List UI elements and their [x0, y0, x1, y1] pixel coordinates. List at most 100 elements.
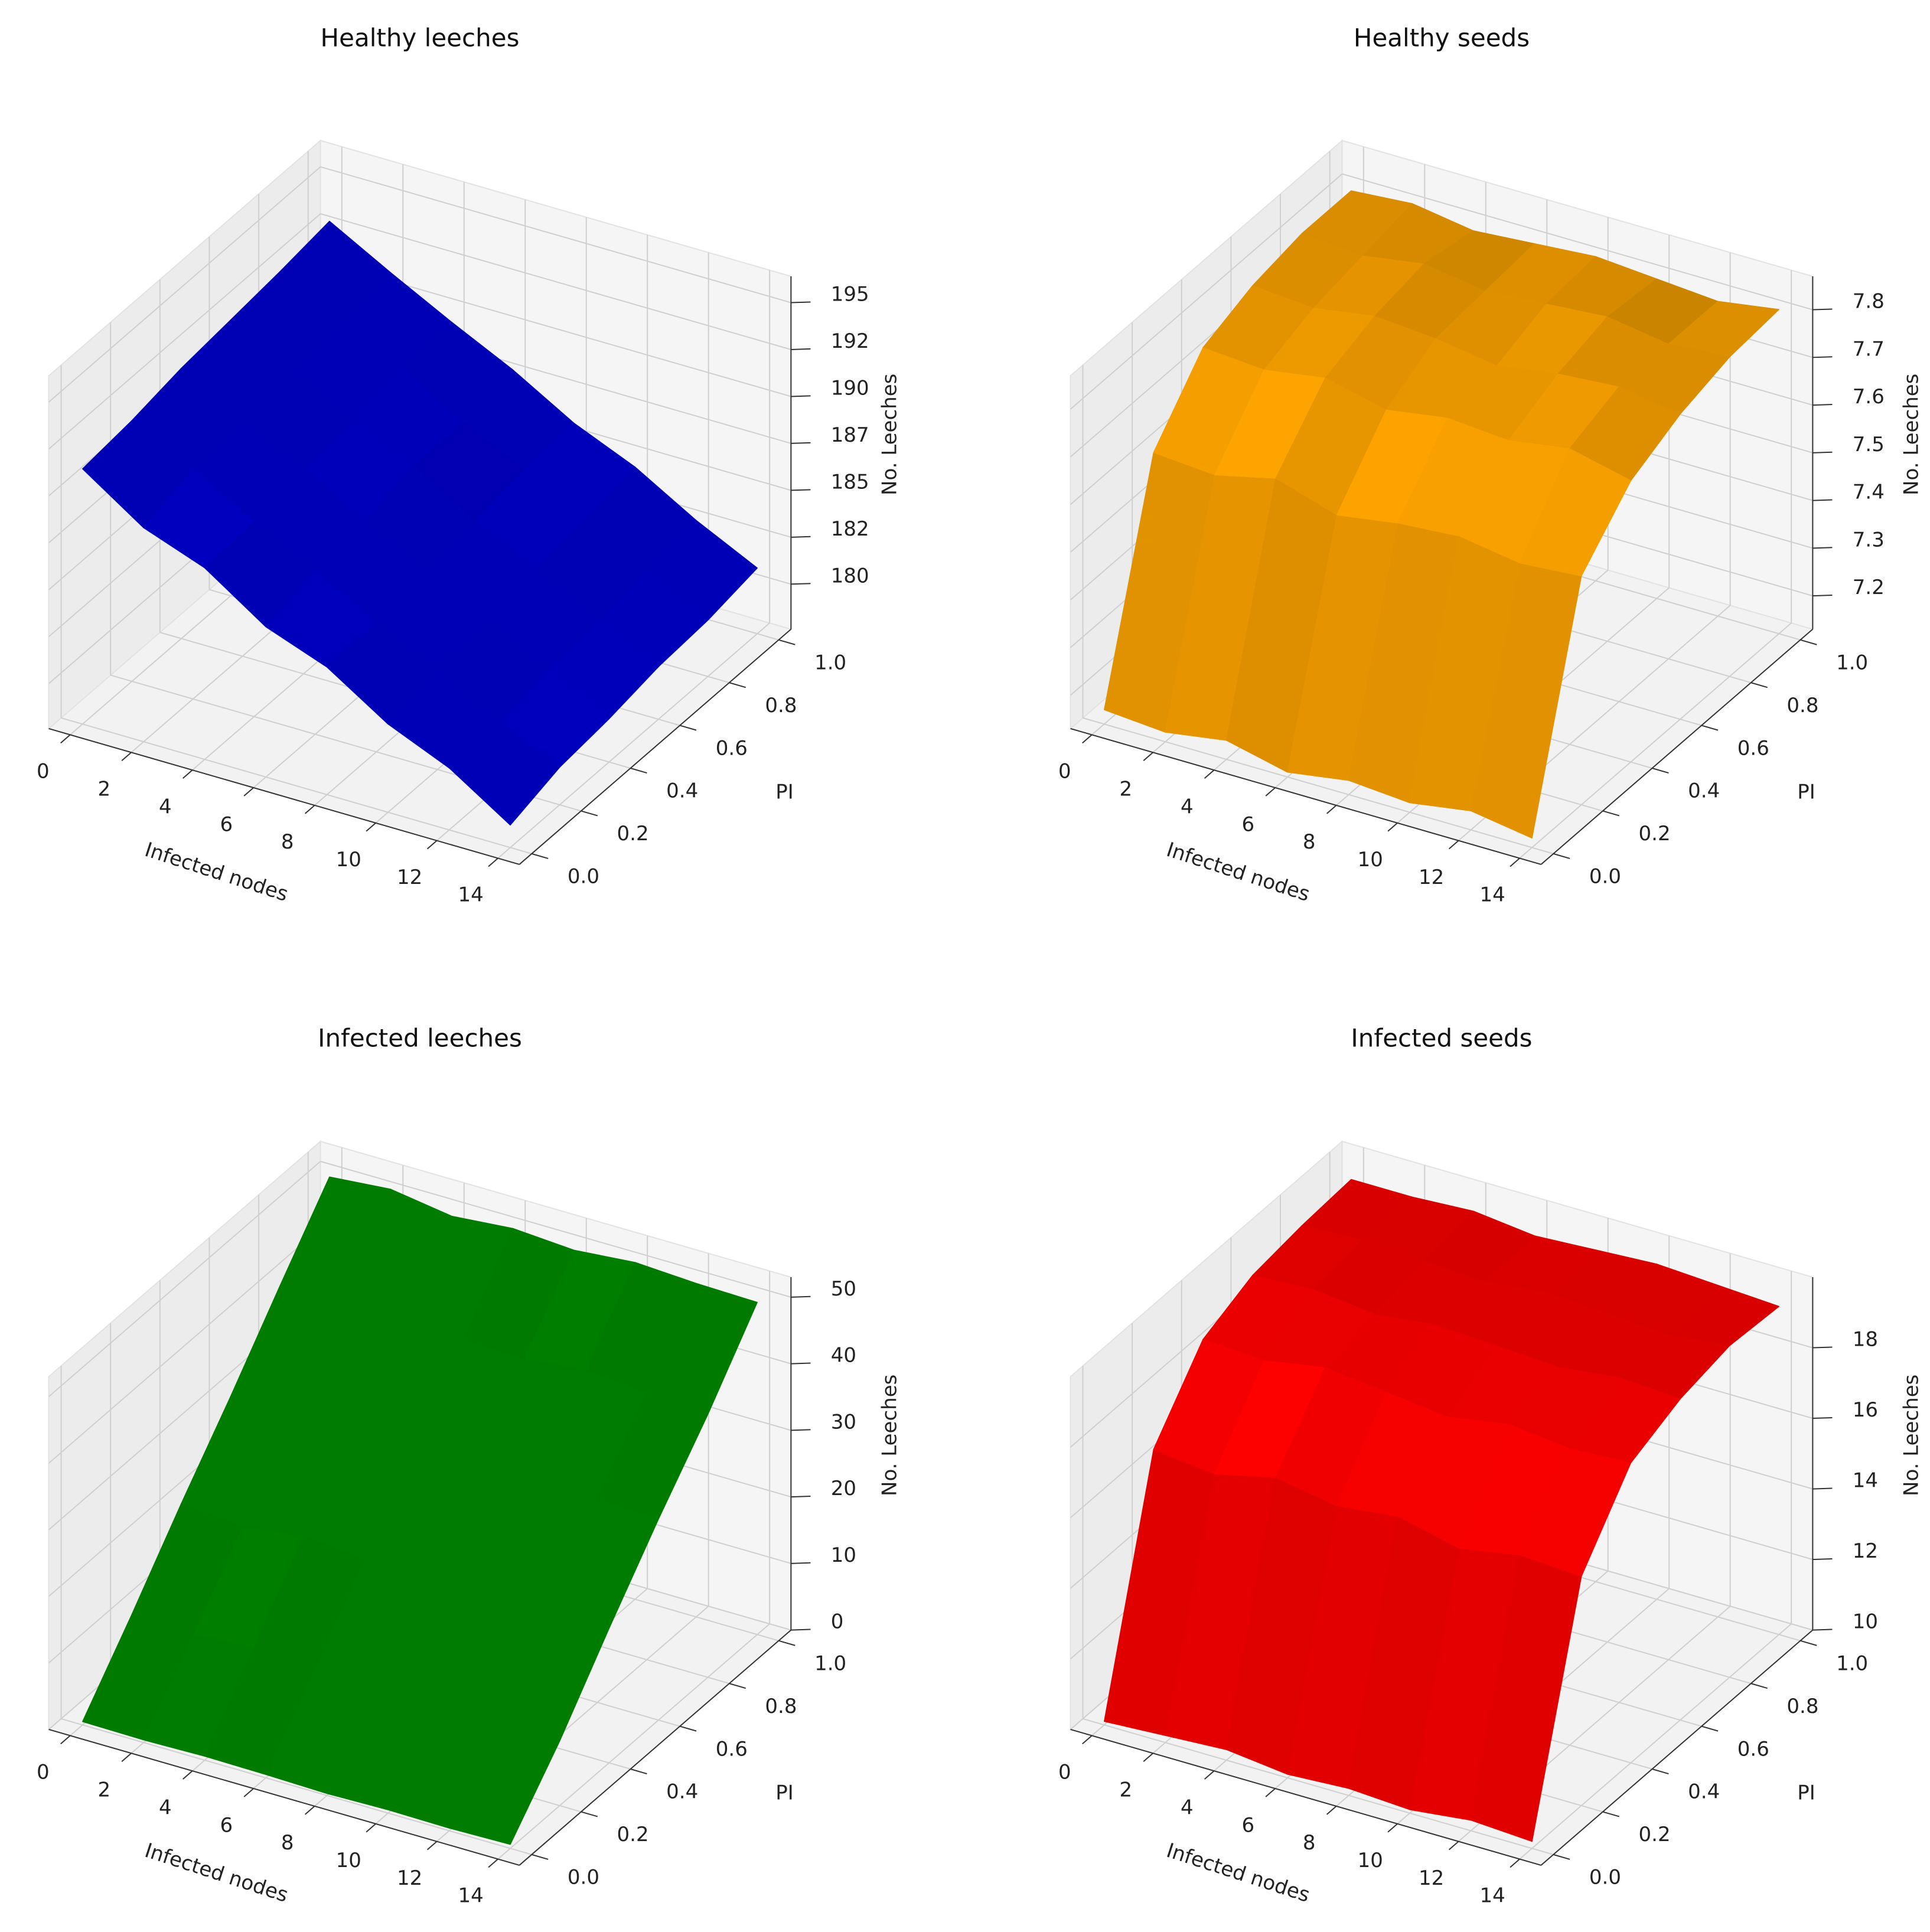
- z-tick-label: 7.3: [1853, 528, 1885, 551]
- tick-mark: [366, 823, 376, 832]
- y-axis-label: PI: [1797, 1781, 1815, 1804]
- z-axis-label: No. Leeches: [878, 374, 901, 495]
- tick-mark: [581, 810, 598, 817]
- surface-facet: [1520, 448, 1632, 577]
- tick-mark: [1326, 805, 1337, 814]
- x-tick-label: 14: [458, 1884, 484, 1908]
- y-tick-label: 0.2: [1639, 1823, 1671, 1846]
- y-tick-label: 0.8: [1786, 694, 1818, 717]
- tick-mark: [1082, 1735, 1093, 1745]
- y-tick-label: 0.4: [1688, 779, 1720, 803]
- z-tick-label: 10: [1853, 1610, 1878, 1634]
- x-tick-label: 6: [1241, 1813, 1254, 1837]
- x-tick-label: 6: [1241, 812, 1254, 836]
- y-axis-label: PI: [1797, 780, 1815, 804]
- tick-mark: [729, 682, 746, 688]
- grid-line: [61, 717, 532, 854]
- tick-mark: [630, 768, 647, 774]
- tick-mark: [791, 489, 811, 491]
- x-tick-label: 12: [397, 866, 422, 889]
- tick-mark: [1387, 1823, 1398, 1833]
- grid-line: [320, 166, 791, 303]
- z-tick-label: 18: [1853, 1328, 1878, 1352]
- tick-mark: [304, 1806, 315, 1815]
- grid-line: [48, 166, 321, 403]
- y-axis-line: [519, 1629, 792, 1866]
- x-axis-label: Infected nodes: [142, 838, 291, 906]
- y-tick-label: 0.2: [617, 1823, 649, 1846]
- tick-mark: [1387, 823, 1398, 832]
- y-tick-label: 1.0: [814, 1652, 846, 1675]
- tick-mark: [60, 1735, 71, 1745]
- x-tick-label: 2: [1119, 1778, 1132, 1802]
- z-tick-label: 182: [831, 517, 869, 541]
- x-tick-label: 0: [1058, 1761, 1071, 1784]
- z-tick-label: 7.5: [1853, 433, 1885, 456]
- z-tick-label: 195: [831, 283, 869, 306]
- tick-mark: [791, 348, 811, 350]
- z-axis-label: No. Leeches: [878, 1375, 901, 1496]
- tick-mark: [121, 1752, 132, 1762]
- tick-mark: [1750, 1683, 1768, 1689]
- tick-mark: [1143, 752, 1153, 761]
- surface-facet: [1520, 1448, 1632, 1577]
- y-tick-label: 0.2: [617, 822, 649, 846]
- grid-line: [1070, 173, 1343, 410]
- tick-mark: [1812, 547, 1833, 549]
- tick-mark: [426, 1840, 438, 1851]
- grid-line: [320, 1160, 791, 1298]
- tick-mark: [532, 1853, 549, 1860]
- y-tick-label: 0.8: [765, 694, 797, 717]
- subplot: Infected leeches 0 2 4 6 8 10 12 14 0.0 0.2 0.4 0.6 0…: [37, 1024, 901, 1908]
- z-tick-label: 190: [831, 377, 869, 400]
- x-tick-label: 4: [1181, 1796, 1194, 1819]
- z-tick-label: 40: [831, 1344, 856, 1368]
- subplot-title: Infected leeches: [318, 1024, 522, 1053]
- tick-mark: [1701, 1725, 1719, 1732]
- x-tick-label: 2: [97, 1778, 110, 1802]
- grid-line: [320, 213, 791, 350]
- z-tick-label: 16: [1853, 1398, 1878, 1422]
- tick-mark: [243, 787, 254, 797]
- tick-mark: [630, 1768, 647, 1775]
- subplot-title: Healthy leeches: [321, 24, 520, 53]
- tick-mark: [182, 1770, 193, 1780]
- tick-mark: [791, 1562, 811, 1564]
- tick-mark: [1082, 734, 1093, 744]
- x-axis-line: [1070, 1729, 1541, 1866]
- x-tick-label: 2: [1119, 778, 1132, 801]
- tick-mark: [182, 769, 193, 779]
- x-tick-label: 10: [336, 848, 361, 872]
- x-tick-label: 8: [1303, 830, 1316, 854]
- z-tick-label: 50: [831, 1277, 856, 1301]
- y-tick-label: 0.8: [765, 1695, 797, 1718]
- tick-mark: [1326, 1806, 1337, 1815]
- tick-mark: [1553, 1853, 1570, 1860]
- tick-mark: [1602, 1811, 1620, 1817]
- z-tick-label: 0: [831, 1610, 844, 1634]
- y-tick-label: 0.0: [1589, 1866, 1621, 1889]
- y-tick-label: 0.6: [1737, 1737, 1769, 1761]
- x-axis-label: Infected nodes: [142, 1839, 291, 1907]
- x-tick-label: 10: [336, 1849, 361, 1872]
- tick-mark: [1510, 1858, 1520, 1868]
- y-tick-label: 1.0: [1836, 651, 1868, 674]
- tick-mark: [1510, 857, 1520, 867]
- grid-line: [1083, 1718, 1554, 1855]
- z-axis-label: No. Leeches: [1899, 374, 1923, 495]
- tick-mark: [1701, 724, 1719, 731]
- tick-mark: [532, 853, 549, 859]
- tick-mark: [1812, 403, 1833, 406]
- y-tick-label: 1.0: [1836, 1652, 1868, 1675]
- surface-facet: [448, 1720, 560, 1845]
- tick-mark: [488, 1858, 498, 1868]
- y-tick-label: 0.6: [716, 736, 748, 760]
- tick-mark: [304, 805, 315, 814]
- z-tick-label: 185: [831, 470, 869, 494]
- grid-line: [61, 1718, 532, 1855]
- tick-mark: [1448, 1840, 1459, 1851]
- y-axis-line: [1540, 1629, 1814, 1866]
- tick-mark: [1265, 1788, 1276, 1797]
- x-axis-line: [48, 728, 520, 865]
